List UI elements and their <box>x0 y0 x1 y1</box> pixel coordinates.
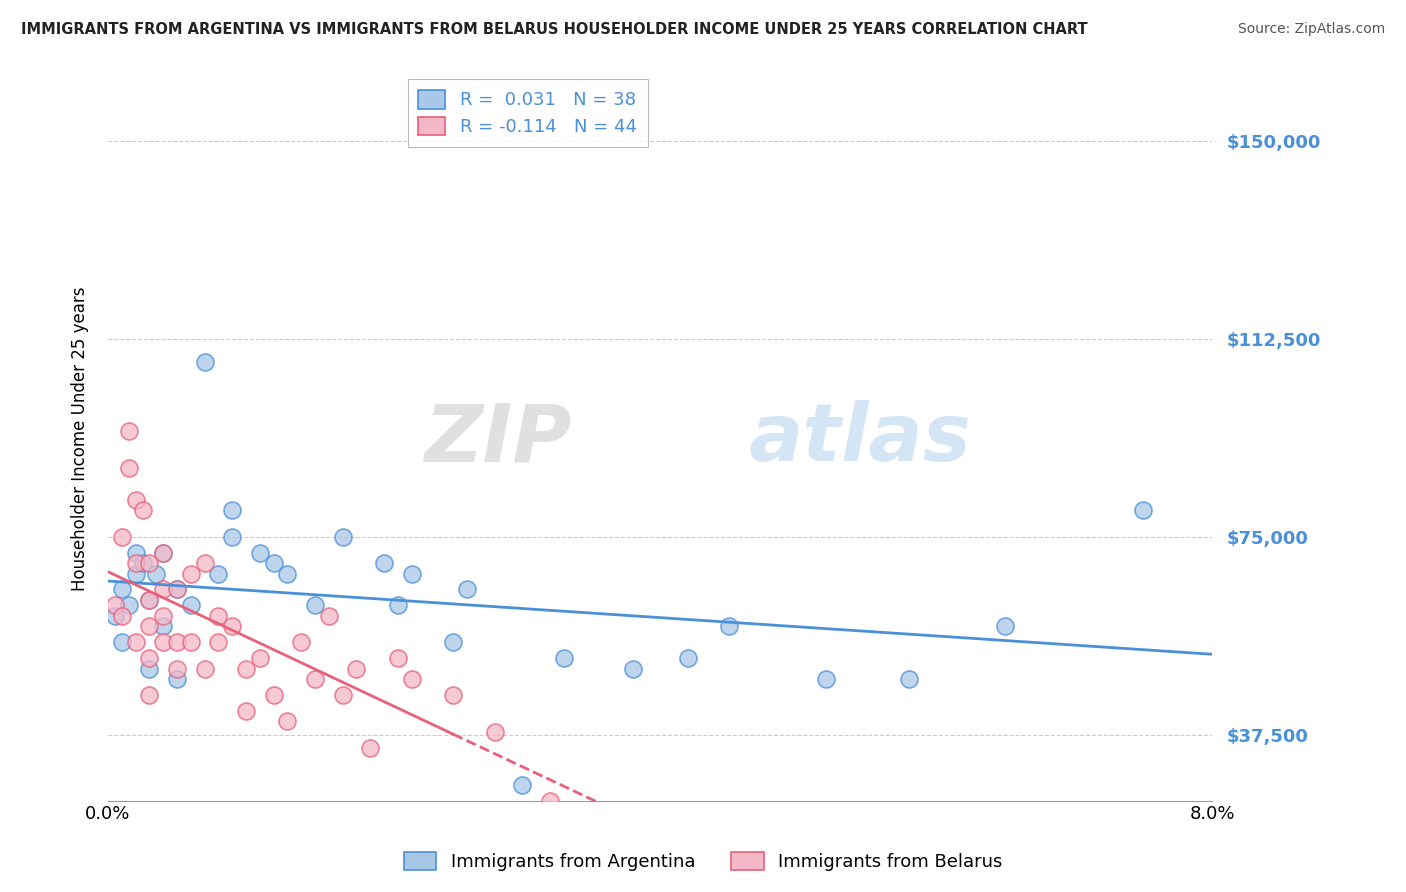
Point <box>166 582 188 597</box>
Point <box>387 651 409 665</box>
Point <box>484 725 506 739</box>
Point <box>138 619 160 633</box>
Point <box>221 619 243 633</box>
Point <box>897 672 920 686</box>
Point <box>118 599 141 613</box>
Point <box>276 714 298 729</box>
Legend: R =  0.031   N = 38, R = -0.114   N = 44: R = 0.031 N = 38, R = -0.114 N = 44 <box>408 79 648 147</box>
Point <box>180 635 202 649</box>
Point <box>118 461 141 475</box>
Point <box>1132 503 1154 517</box>
Point <box>456 582 478 597</box>
Point <box>553 651 575 665</box>
Point <box>138 662 160 676</box>
Text: IMMIGRANTS FROM ARGENTINA VS IMMIGRANTS FROM BELARUS HOUSEHOLDER INCOME UNDER 25: IMMIGRANTS FROM ARGENTINA VS IMMIGRANTS … <box>21 22 1088 37</box>
Point <box>332 688 354 702</box>
Point <box>166 635 188 649</box>
Point <box>166 662 188 676</box>
Point <box>124 545 146 559</box>
Point <box>332 530 354 544</box>
Point <box>194 662 217 676</box>
Point <box>718 619 741 633</box>
Point <box>111 582 134 597</box>
Y-axis label: Householder Income Under 25 years: Householder Income Under 25 years <box>72 287 89 591</box>
Point <box>538 794 561 808</box>
Point <box>152 545 174 559</box>
Point <box>152 608 174 623</box>
Point <box>145 566 167 581</box>
Point <box>401 672 423 686</box>
Point <box>166 672 188 686</box>
Text: Source: ZipAtlas.com: Source: ZipAtlas.com <box>1237 22 1385 37</box>
Point <box>138 556 160 570</box>
Point <box>304 599 326 613</box>
Point <box>221 530 243 544</box>
Point <box>235 704 257 718</box>
Point <box>180 599 202 613</box>
Point <box>194 355 217 369</box>
Point <box>131 556 153 570</box>
Point <box>152 619 174 633</box>
Point <box>401 566 423 581</box>
Point <box>138 651 160 665</box>
Point <box>221 503 243 517</box>
Point <box>373 556 395 570</box>
Point <box>131 503 153 517</box>
Point <box>207 566 229 581</box>
Point <box>118 424 141 438</box>
Point <box>138 593 160 607</box>
Point <box>263 556 285 570</box>
Point <box>138 593 160 607</box>
Point <box>346 662 368 676</box>
Point <box>138 688 160 702</box>
Point <box>387 599 409 613</box>
Point <box>304 672 326 686</box>
Point <box>249 651 271 665</box>
Point <box>152 545 174 559</box>
Point <box>152 635 174 649</box>
Point <box>180 566 202 581</box>
Point <box>510 778 533 792</box>
Point <box>235 662 257 676</box>
Point <box>814 672 837 686</box>
Point <box>994 619 1017 633</box>
Point <box>124 492 146 507</box>
Point <box>318 608 340 623</box>
Point <box>124 635 146 649</box>
Legend: Immigrants from Argentina, Immigrants from Belarus: Immigrants from Argentina, Immigrants fr… <box>396 845 1010 879</box>
Point <box>111 530 134 544</box>
Point <box>621 662 644 676</box>
Point <box>104 599 127 613</box>
Point <box>276 566 298 581</box>
Point <box>104 608 127 623</box>
Point <box>152 582 174 597</box>
Point <box>290 635 312 649</box>
Point <box>359 740 381 755</box>
Point <box>263 688 285 702</box>
Point <box>124 556 146 570</box>
Point <box>111 635 134 649</box>
Point <box>207 608 229 623</box>
Point <box>249 545 271 559</box>
Text: ZIP: ZIP <box>425 400 572 478</box>
Point <box>441 635 464 649</box>
Text: atlas: atlas <box>748 400 972 478</box>
Point <box>111 608 134 623</box>
Point <box>166 582 188 597</box>
Point <box>441 688 464 702</box>
Point <box>124 566 146 581</box>
Point <box>194 556 217 570</box>
Point <box>676 651 699 665</box>
Point <box>207 635 229 649</box>
